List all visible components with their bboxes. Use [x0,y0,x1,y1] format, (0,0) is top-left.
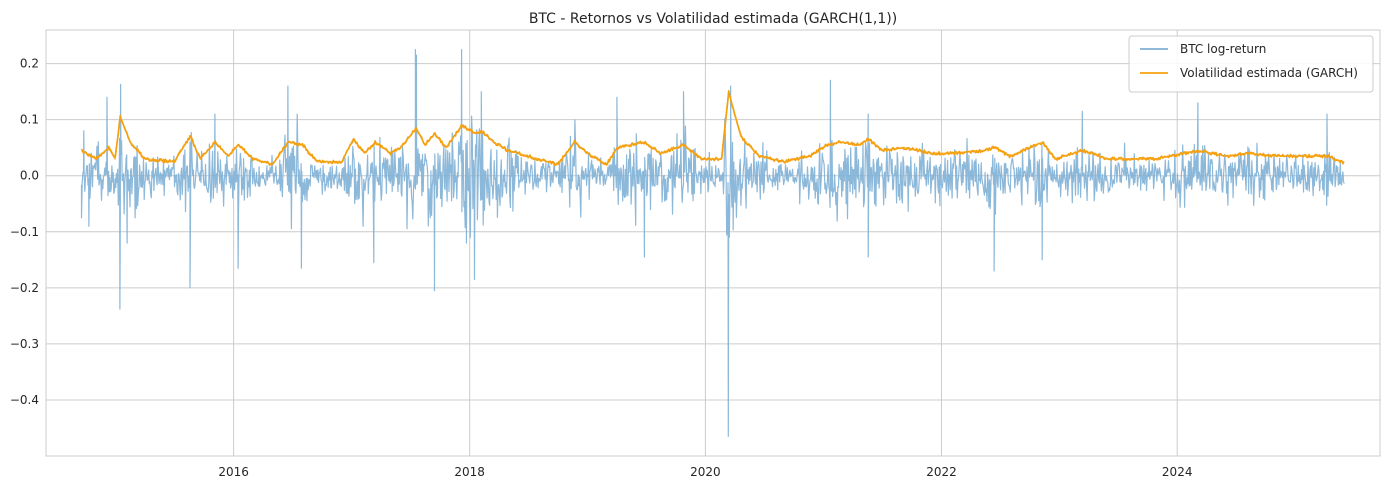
series-line-btc-log-return [80,49,1345,437]
y-tick-label: −0.4 [10,393,39,407]
x-tick-label: 2022 [926,465,957,479]
y-tick-label: 0.1 [20,113,39,127]
y-tick-label: −0.1 [10,225,39,239]
legend: BTC log-return Volatilidad estimada (GAR… [1128,35,1374,93]
x-tick-label: 2020 [690,465,721,479]
chart-title: BTC - Retornos vs Volatilidad estimada (… [529,11,897,27]
x-tick-label: 2016 [218,465,249,479]
y-tick-label: 0.2 [20,57,39,71]
legend-label-volatility: Volatilidad estimada (GARCH) [1180,66,1358,80]
y-tick-label: −0.3 [10,337,39,351]
y-tick-label: 0.0 [20,169,39,183]
plot-area [80,49,1345,437]
x-tick-label: 2024 [1162,465,1193,479]
series-line-garch-volatility-peaks [81,90,1345,166]
x-tick-label: 2018 [454,465,485,479]
legend-label-returns: BTC log-return [1180,42,1266,56]
tick-labels: 0.2 0.1 0.0 −0.1 −0.2 −0.3 −0.4 2016 2018 2020 202… [10,57,1193,479]
legend-box [1128,35,1374,93]
y-tick-label: −0.2 [10,281,39,295]
plot-frame [45,29,1381,457]
